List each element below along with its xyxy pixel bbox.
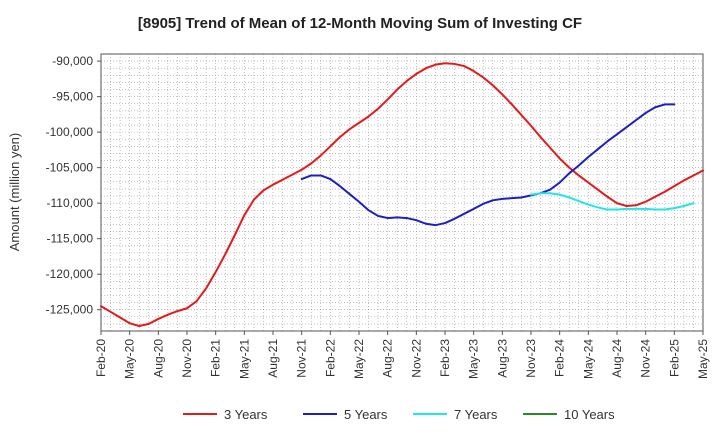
y-tick-label: -125,000: [46, 303, 94, 317]
y-tick-label: -115,000: [47, 232, 94, 246]
x-tick-label: Feb-23: [438, 339, 452, 377]
legend-label-10-years: 10 Years: [564, 407, 615, 422]
x-tick-label: Aug-22: [381, 339, 395, 378]
x-tick-label: Aug-24: [610, 339, 624, 378]
x-tick-label: May-23: [467, 339, 481, 379]
x-tick-label: Feb-21: [209, 339, 223, 377]
y-tick-label: -110,000: [47, 196, 94, 210]
x-tick-label: May-21: [237, 339, 251, 379]
y-tick-label: -120,000: [46, 267, 94, 281]
x-tick-label: Nov-21: [295, 339, 309, 378]
x-tick-label: Feb-20: [94, 339, 108, 377]
series-line-7-years: [530, 192, 695, 211]
chart-title: [8905] Trend of Mean of 12-Month Moving …: [138, 15, 582, 32]
legend-label-5-years: 5 Years: [344, 407, 388, 422]
plot-frame: [100, 53, 704, 332]
x-tick-label: Nov-23: [524, 339, 538, 378]
x-tick-label: Aug-20: [151, 339, 165, 378]
y-tick-label: -95,000: [52, 90, 93, 104]
x-tick-label: Feb-22: [323, 339, 337, 377]
series-line-5-years: [300, 103, 676, 227]
x-tick-label: May-20: [123, 339, 137, 379]
y-tick-label: -100,000: [46, 125, 94, 139]
x-tick-label: Feb-24: [553, 339, 567, 377]
x-tick-label: Nov-22: [409, 339, 423, 378]
x-tick-label: Nov-24: [639, 339, 653, 378]
x-tick-label: May-22: [352, 339, 366, 379]
legend: 3 Years 5 Years 7 Years 10 Years: [183, 407, 615, 422]
y-axis-ticks: -90,000 -95,000 -100,000 -105,000 -110,000 -1…: [46, 54, 101, 317]
legend-label-3-years: 3 Years: [224, 407, 268, 422]
x-tick-label: Feb-25: [667, 339, 681, 377]
x-tick-label: May-24: [581, 339, 595, 379]
y-axis-label: Amount (million yen): [7, 133, 22, 252]
x-tick-label: May-25: [696, 339, 710, 379]
y-tick-label: -105,000: [46, 161, 94, 175]
series-line-3-years: [100, 62, 704, 328]
x-tick-label: Aug-21: [266, 339, 280, 378]
series-layer: [100, 62, 704, 328]
x-tick-label: Aug-23: [495, 339, 509, 378]
legend-label-7-years: 7 Years: [454, 407, 498, 422]
grid: [101, 54, 703, 331]
y-tick-label: -90,000: [52, 54, 93, 68]
x-tick-label: Nov-20: [180, 339, 194, 378]
x-axis-ticks: Feb-20 May-20 Aug-20 Nov-20 Feb-21 May-21 Aug-…: [94, 331, 710, 379]
